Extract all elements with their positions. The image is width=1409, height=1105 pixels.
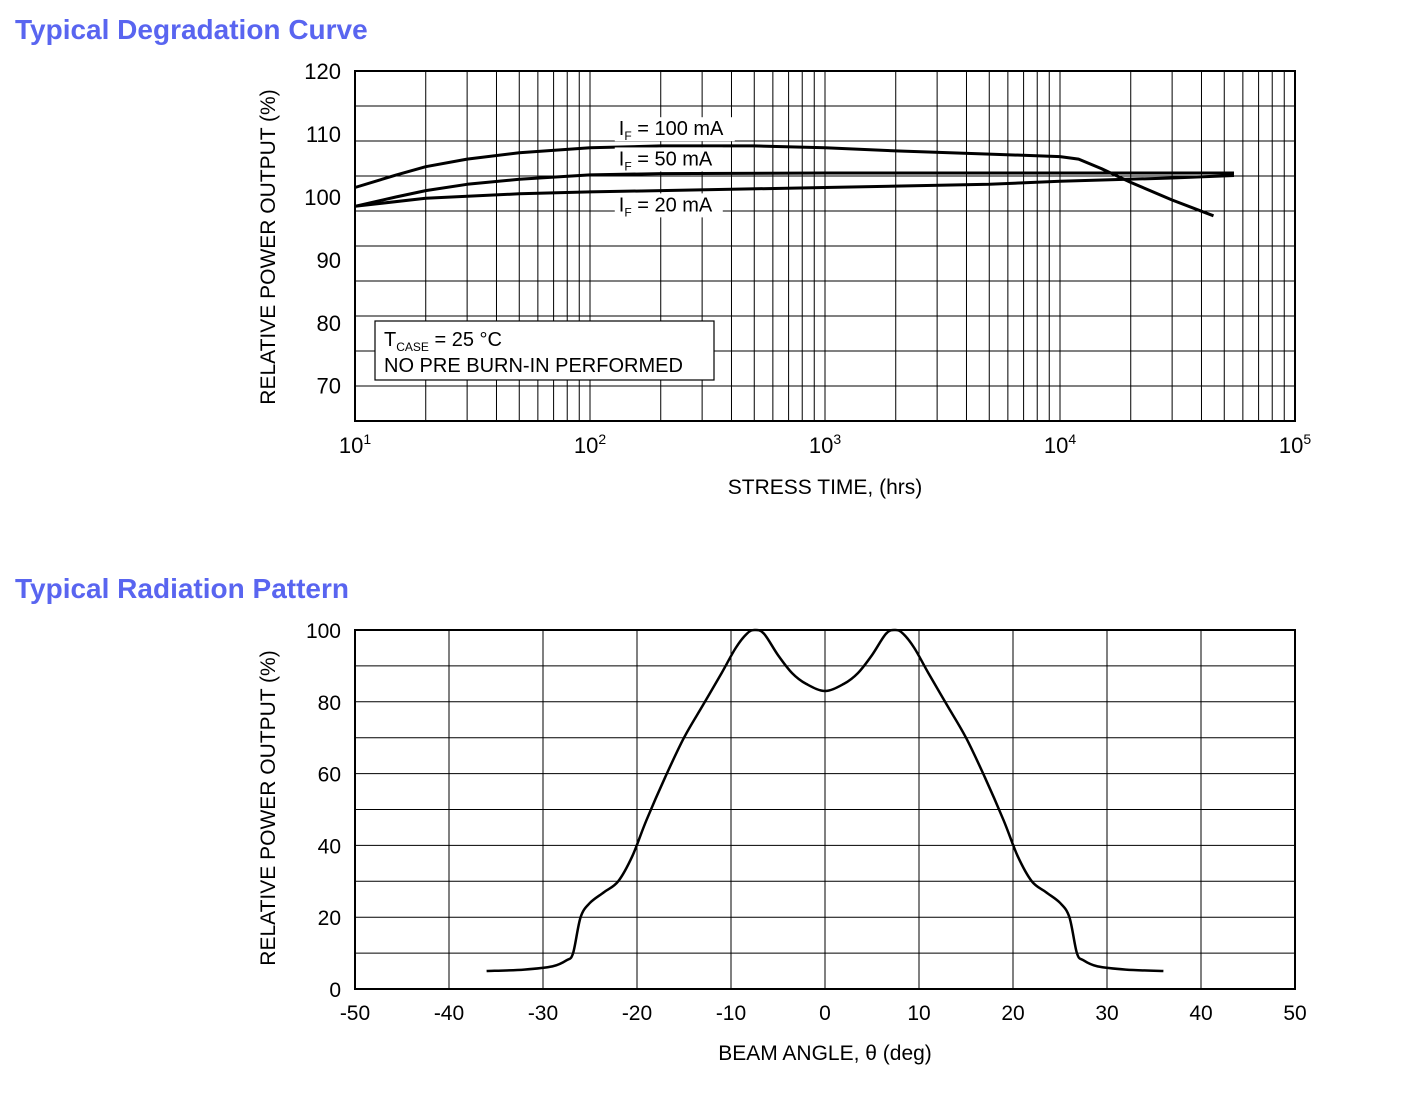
x-tick-label: -30 [528, 1002, 558, 1025]
x-tick-label: -40 [434, 1002, 464, 1025]
x-tick-label: 40 [1189, 1002, 1212, 1025]
y-tick-label: 80 [318, 692, 341, 715]
x-axis-label: BEAM ANGLE, θ (deg) [718, 1042, 932, 1065]
series-label-background [614, 193, 723, 218]
x-axis-label: STRESS TIME, (hrs) [728, 476, 922, 499]
y-tick-label: 60 [318, 764, 341, 787]
degradation-chart-title: Typical Degradation Curve [15, 14, 368, 45]
y-tick-label: 120 [304, 59, 341, 84]
series-label: IF = 100 mA [619, 118, 724, 143]
y-tick-label: 70 [317, 374, 341, 399]
y-tick-label: 100 [304, 185, 341, 210]
y-tick-label: 20 [318, 907, 341, 930]
annotation-box [374, 320, 715, 381]
series-line-20ma [354, 174, 1235, 208]
x-tick-label: 103 [809, 431, 841, 458]
y-tick-label: 110 [306, 122, 341, 147]
x-tick-label: -10 [716, 1002, 746, 1025]
x-tick-label: 20 [1001, 1002, 1024, 1025]
x-tick-label: 50 [1283, 1002, 1306, 1025]
annotation-tcase: TCASE = 25 °C [384, 329, 502, 354]
y-tick-label: 90 [317, 248, 341, 273]
series-label-background [614, 117, 735, 142]
y-tick-label: 100 [306, 620, 341, 643]
y-axis-label: RELATIVE POWER OUTPUT (%) [257, 89, 280, 404]
x-tick-label: 104 [1044, 431, 1076, 458]
radiation-pattern-line [486, 628, 1164, 973]
x-tick-label: 30 [1095, 1002, 1118, 1025]
series-label: IF = 20 mA [619, 194, 713, 219]
radiation-chart-title: Typical Radiation Pattern [15, 573, 349, 604]
y-tick-label: 80 [317, 311, 341, 336]
y-axis-label: RELATIVE POWER OUTPUT (%) [257, 650, 280, 965]
y-tick-label: 40 [318, 835, 341, 858]
x-tick-label: -50 [340, 1002, 370, 1025]
x-tick-label: -20 [622, 1002, 652, 1025]
x-tick-label: 102 [574, 431, 606, 458]
x-tick-label: 105 [1279, 431, 1311, 458]
x-tick-label: 10 [907, 1002, 930, 1025]
plot-frame [354, 629, 1296, 990]
series-label-background [614, 147, 723, 172]
annotation-burn-in: NO PRE BURN-IN PERFORMED [384, 355, 683, 377]
plot-frame [354, 70, 1296, 422]
series-line-50ma [354, 171, 1234, 208]
y-tick-label: 0 [329, 979, 341, 1002]
x-tick-label: 0 [819, 1002, 831, 1025]
x-tick-label: 101 [339, 431, 371, 458]
series-label: IF = 50 mA [619, 148, 713, 173]
